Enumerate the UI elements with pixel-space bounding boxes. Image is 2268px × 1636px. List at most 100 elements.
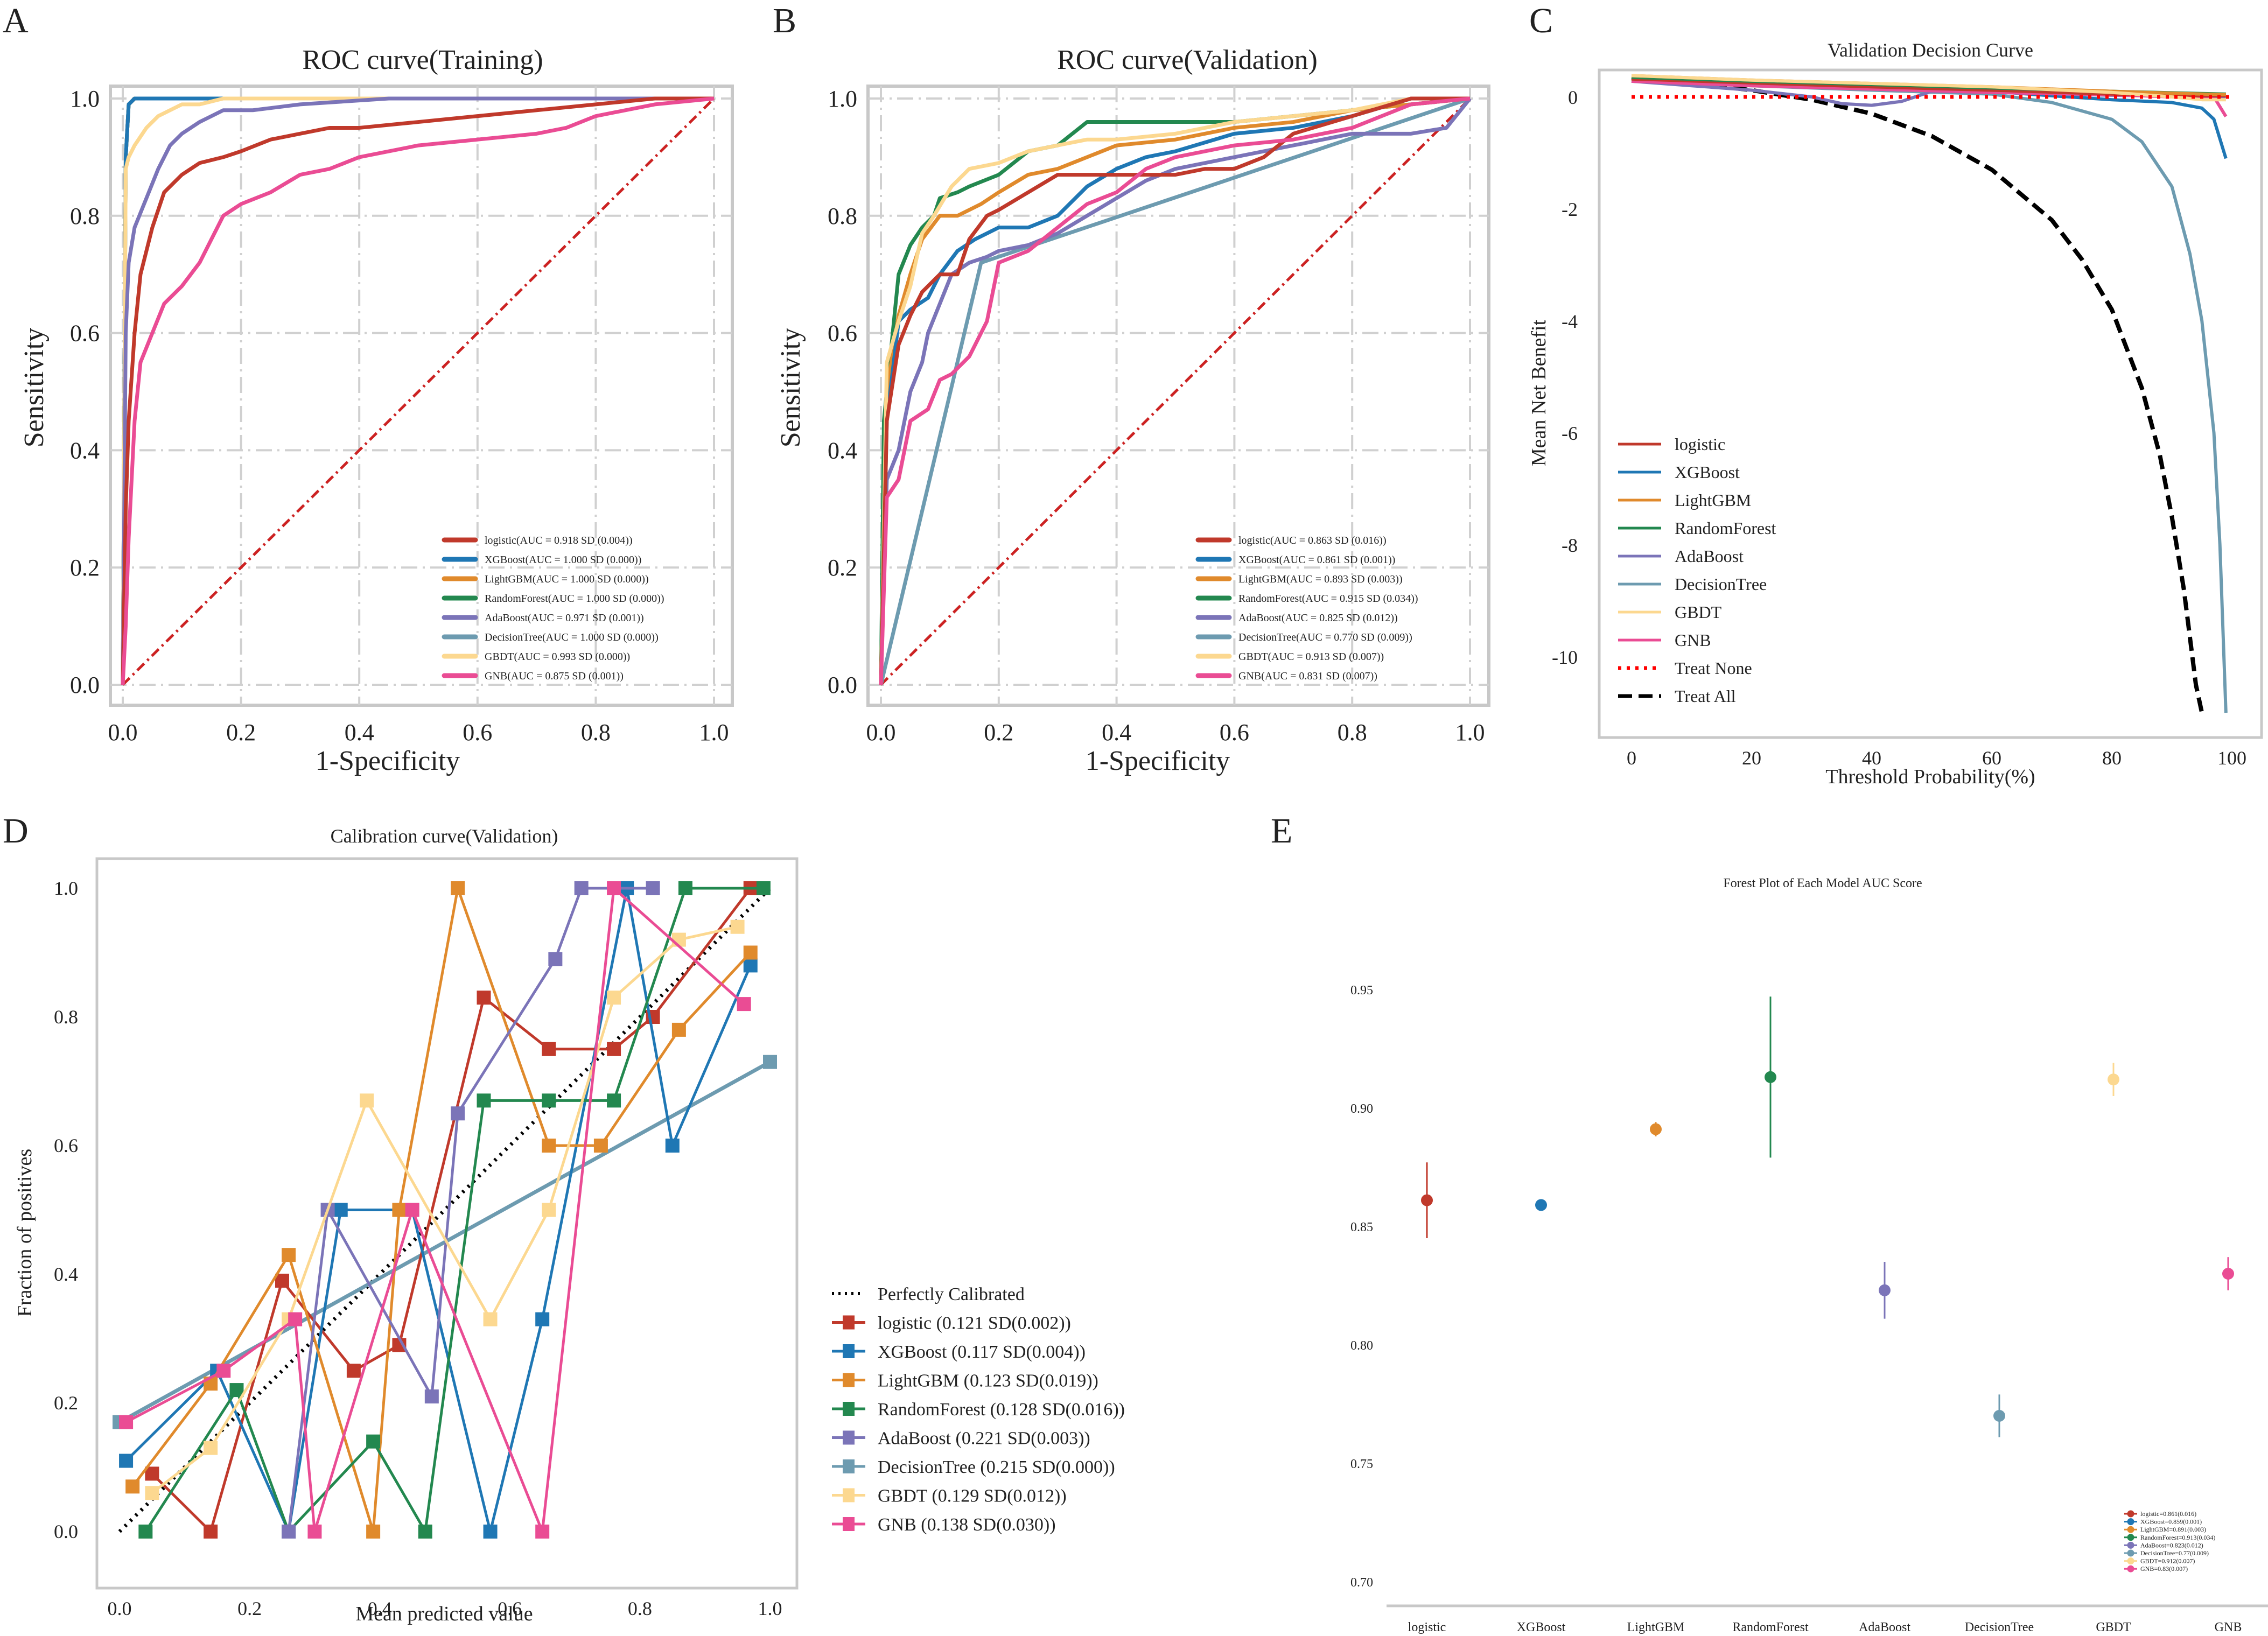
x-tick-label: GNB <box>2215 1620 2242 1634</box>
calibration-marker-logistic <box>204 1525 218 1539</box>
y-tick-label: 0.2 <box>828 554 857 581</box>
y-tick-label: 0.4 <box>828 437 857 464</box>
legend-marker-xgboost <box>2127 1518 2134 1526</box>
x-tick-label: 0.6 <box>463 719 492 746</box>
y-tick-label: 0.8 <box>70 203 100 229</box>
x-tick-label: GBDT <box>2096 1620 2131 1634</box>
x-axis-label: 1-Specificity <box>1086 746 1230 776</box>
calibration-marker-randomforest <box>229 1383 244 1398</box>
x-tick-label: 1.0 <box>758 1598 782 1619</box>
y-tick-label: 0.0 <box>70 672 100 698</box>
legend-label-logistic: logistic (0.121 SD(0.002)) <box>878 1314 1071 1333</box>
y-axis-label: Sensitivity <box>19 328 50 447</box>
x-axis-label: Mean predicted value <box>355 1603 533 1625</box>
roc-line-gbdt <box>121 96 714 685</box>
legend-label-gnb: GNB (0.138 SD(0.030)) <box>878 1515 1056 1535</box>
legend-label-logistic: logistic(AUC = 0.918 SD (0.004)) <box>485 535 633 546</box>
calibration-marker-logistic <box>346 1364 361 1378</box>
legend-label-gnb: GNB=0.83(0.007) <box>2140 1565 2188 1572</box>
calibration-marker-adaboost <box>451 1106 465 1121</box>
point-estimate-lightgbm <box>1650 1123 1662 1135</box>
y-tick-label: 0.2 <box>54 1392 78 1414</box>
y-tick-label: 0.6 <box>54 1135 78 1156</box>
decision-line-gbdt <box>1631 74 2226 102</box>
legend-label-randomforest: RandomForest(AUC = 0.915 SD (0.034)) <box>1238 593 1418 605</box>
calibration-marker-gnb <box>216 1364 231 1378</box>
y-tick-label: 0.85 <box>1350 1220 1373 1234</box>
x-tick-label: 60 <box>1982 747 2001 769</box>
y-tick-label: -2 <box>1562 199 1578 220</box>
chart-title: Forest Plot of Each Model AUC Score <box>1723 876 1922 890</box>
roc-training-panel: ROC curve(Training) 1-Specificity Sensit… <box>19 45 734 776</box>
x-tick-label: 100 <box>2217 747 2246 769</box>
panel-letter-c: C <box>1529 1 1553 40</box>
legend-label-logistic: logistic=0.861(0.016) <box>2140 1510 2196 1518</box>
legend-label-treat-none: Treat None <box>1675 658 1752 678</box>
x-tick-label: 0.4 <box>345 719 374 746</box>
calibration-marker-xgboost <box>119 1454 134 1468</box>
legend-marker-gnb <box>843 1517 855 1531</box>
forest-plot-panel: Forest Plot of Each Model AUC Score 0.70… <box>1350 876 2268 1634</box>
legend-marker-decisiontree <box>2127 1549 2134 1557</box>
legend-marker-randomforest <box>843 1402 855 1416</box>
y-tick-label: 0.2 <box>70 554 100 581</box>
calibration-marker-gbdt <box>145 1486 159 1500</box>
x-axis-label: 1-Specificity <box>316 746 460 776</box>
x-tick-label: RandomForest <box>1732 1620 1809 1634</box>
y-tick-label: 0.90 <box>1350 1102 1373 1116</box>
legend-label-gbdt: GBDT(AUC = 0.993 SD (0.000)) <box>485 651 630 663</box>
panel-letter-e: E <box>1271 811 1292 851</box>
legend-marker-randomforest <box>2127 1534 2134 1541</box>
legend-label-xgboost: XGBoost(AUC = 1.000 SD (0.000)) <box>485 554 641 566</box>
legend-marker-gbdt <box>843 1488 855 1502</box>
chart-title: Validation Decision Curve <box>1828 39 2033 61</box>
calibration-marker-lightgbm <box>282 1248 296 1262</box>
point-estimate-gnb <box>2222 1268 2234 1280</box>
calibration-marker-lightgbm <box>392 1203 407 1217</box>
calibration-marker-gbdt <box>483 1312 498 1326</box>
y-tick-label: 1.0 <box>70 86 100 112</box>
legend-marker-lightgbm <box>843 1373 855 1387</box>
calibration-marker-adaboost <box>574 881 589 895</box>
calibration-marker-gnb <box>607 881 621 895</box>
calibration-marker-lightgbm <box>451 881 465 895</box>
legend: Perfectly Calibrated logistic (0.121 SD(0… <box>832 1284 1125 1535</box>
calibration-marker-gnb <box>737 997 751 1012</box>
x-tick-label: 0 <box>1627 747 1636 769</box>
legend-label-adaboost: AdaBoost(AUC = 0.971 SD (0.001)) <box>485 612 644 624</box>
calibration-marker-lightgbm <box>125 1479 140 1494</box>
legend-label-xgboost: XGBoost(AUC = 0.861 SD (0.001)) <box>1238 554 1395 566</box>
x-tick-label: 1.0 <box>1455 719 1485 746</box>
x-tick-label: 1.0 <box>699 719 729 746</box>
x-tick-label: 0.2 <box>237 1598 262 1619</box>
point-estimate-gbdt <box>2108 1073 2119 1086</box>
legend-label-perfectly-calibrated: Perfectly Calibrated <box>878 1284 1025 1304</box>
legend-marker-adaboost <box>843 1430 855 1445</box>
panel-letter-b: B <box>773 1 796 40</box>
x-tick-label: 0.2 <box>226 719 256 746</box>
calibration-line-gnb <box>125 885 745 1532</box>
calibration-marker-xgboost <box>743 958 758 973</box>
legend-label-adaboost: AdaBoost <box>1675 546 1744 566</box>
calibration-marker-gnb <box>307 1525 322 1539</box>
legend-marker-gnb <box>2127 1565 2134 1572</box>
legend-marker-xgboost <box>843 1344 855 1358</box>
plot-area: 0.70 0.75 0.80 0.85 0.90 0.95 logistic XGBoost L… <box>1350 984 2268 1634</box>
x-tick-label: 0.2 <box>984 719 1013 746</box>
legend-label-logistic: logistic <box>1675 434 1725 454</box>
legend-label-xgboost: XGBoost=0.859(0.001) <box>2140 1518 2202 1526</box>
x-tick-label: 0.8 <box>581 719 611 746</box>
legend-label-adaboost: AdaBoost(AUC = 0.825 SD (0.012)) <box>1238 612 1398 624</box>
legend-label-lightgbm: LightGBM (0.123 SD(0.019)) <box>878 1371 1098 1391</box>
y-tick-label: 0.0 <box>828 672 857 698</box>
y-axis-label: Mean Net Benefit <box>1528 319 1550 466</box>
calibration-marker-xgboost <box>665 1139 680 1153</box>
calibration-marker-gbdt <box>204 1441 218 1455</box>
point-estimate-decisiontree <box>1993 1410 2005 1422</box>
calibration-marker-lightgbm <box>542 1139 556 1153</box>
legend-label-randomforest: RandomForest(AUC = 1.000 SD (0.000)) <box>485 593 664 605</box>
calibration-line-logistic <box>151 887 752 1534</box>
calibration-marker-logistic <box>607 1042 621 1056</box>
calibration-marker-logistic <box>542 1042 556 1056</box>
